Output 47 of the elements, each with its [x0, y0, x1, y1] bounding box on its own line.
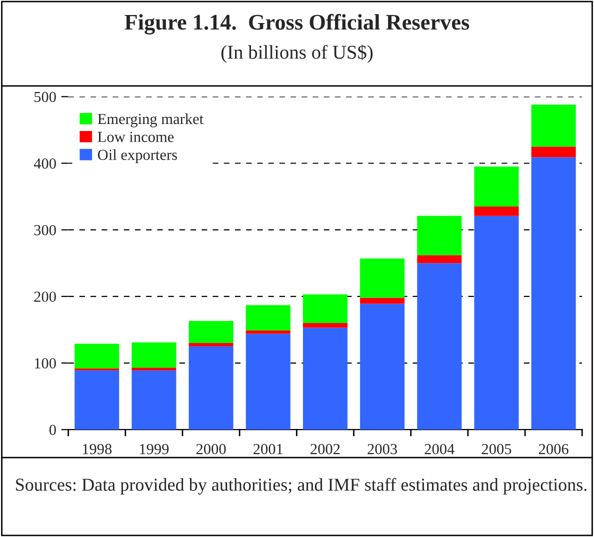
legend-label: Low income — [98, 132, 174, 142]
bar — [188, 346, 234, 430]
x-tick-label: 1998 — [82, 444, 112, 454]
x-tick-label: 2003 — [368, 444, 397, 454]
bar — [417, 255, 462, 264]
bar — [74, 370, 120, 430]
x-tick-label: 2004 — [424, 444, 454, 454]
x-tick-label: 2001 — [254, 444, 282, 454]
bar — [302, 294, 348, 324]
bar — [246, 334, 290, 430]
bar — [360, 304, 405, 430]
y-tick-label: 100 — [34, 358, 56, 368]
bar — [188, 343, 234, 346]
y-tick-label: 200 — [34, 292, 56, 302]
y-tick-label: 0 — [49, 424, 56, 436]
legend-label: Oil exporters — [98, 149, 177, 164]
y-tick-label: 400 — [34, 158, 56, 169]
bar — [531, 157, 576, 430]
bar — [474, 206, 519, 216]
bar — [474, 216, 519, 430]
bar — [474, 166, 519, 207]
bar — [132, 370, 176, 430]
bar — [531, 104, 576, 147]
chart-subtitle: (In billions of US$) — [221, 44, 373, 63]
legend-label: Emerging market — [98, 113, 204, 128]
bar — [246, 330, 290, 334]
bar — [132, 368, 176, 370]
y-tick-label: 500 — [34, 92, 56, 102]
bar — [302, 328, 348, 430]
x-tick-label: 1999 — [140, 444, 169, 454]
bar — [417, 263, 462, 430]
bar — [74, 344, 120, 368]
bar — [246, 305, 290, 330]
bar — [132, 342, 176, 368]
bar — [188, 321, 234, 344]
bar — [360, 258, 405, 298]
y-tick-label: 300 — [34, 224, 56, 236]
bar — [417, 216, 462, 256]
source-note: Sources: Data provided by authorities; and IMF staff estimates and projections. — [16, 478, 586, 495]
chart-title: Figure 1.14. Gross Official Reserves — [124, 14, 470, 34]
bar — [302, 323, 348, 328]
x-tick-label: 2006 — [538, 444, 568, 454]
x-tick-label: 2002 — [310, 444, 340, 454]
bar — [360, 298, 405, 304]
bar — [531, 146, 576, 158]
x-tick-label: 2000 — [196, 444, 226, 454]
x-tick-label: 2005 — [482, 444, 512, 454]
